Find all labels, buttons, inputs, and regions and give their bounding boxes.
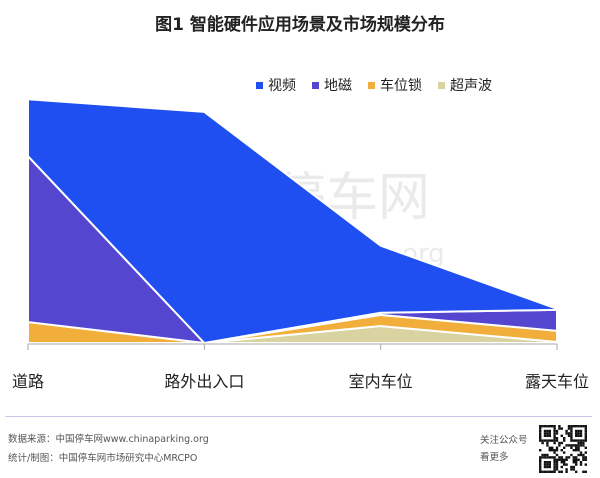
legend-item: 车位锁 [368, 75, 422, 95]
legend-item: 视频 [256, 75, 296, 95]
legend-swatch [256, 81, 263, 89]
chart-credit: 统计/制图：中国停车网市场研究中心MRCPO [8, 453, 198, 464]
legend-label: 车位锁 [380, 78, 422, 94]
area-视频 [27, 98, 558, 344]
x-tick-label: 露天车位 [525, 372, 590, 391]
legend-swatch [368, 81, 375, 89]
legend: 视频 地磁 车位锁 超声波 [256, 75, 492, 95]
legend-item: 地磁 [312, 75, 352, 95]
legend-item: 超声波 [438, 75, 492, 95]
data-source: 数据来源：中国停车网www.chinaparking.org [8, 434, 209, 445]
legend-swatch [312, 81, 319, 89]
legend-label: 地磁 [324, 78, 352, 94]
legend-label: 视频 [268, 78, 296, 94]
follow-text: 关注公众号 [480, 435, 528, 446]
legend-swatch [438, 81, 445, 89]
chart-title: 图1 智能硬件应用场景及市场规模分布 [155, 15, 445, 35]
x-tick-label: 路外出入口 [164, 372, 245, 391]
footer-divider [5, 416, 592, 417]
x-tick-label: 室内车位 [348, 372, 413, 391]
qr-code-icon[interactable] [538, 425, 588, 473]
x-tick-label: 道路 [12, 372, 45, 391]
legend-label: 超声波 [450, 78, 492, 94]
more-text: 看更多 [480, 452, 509, 463]
